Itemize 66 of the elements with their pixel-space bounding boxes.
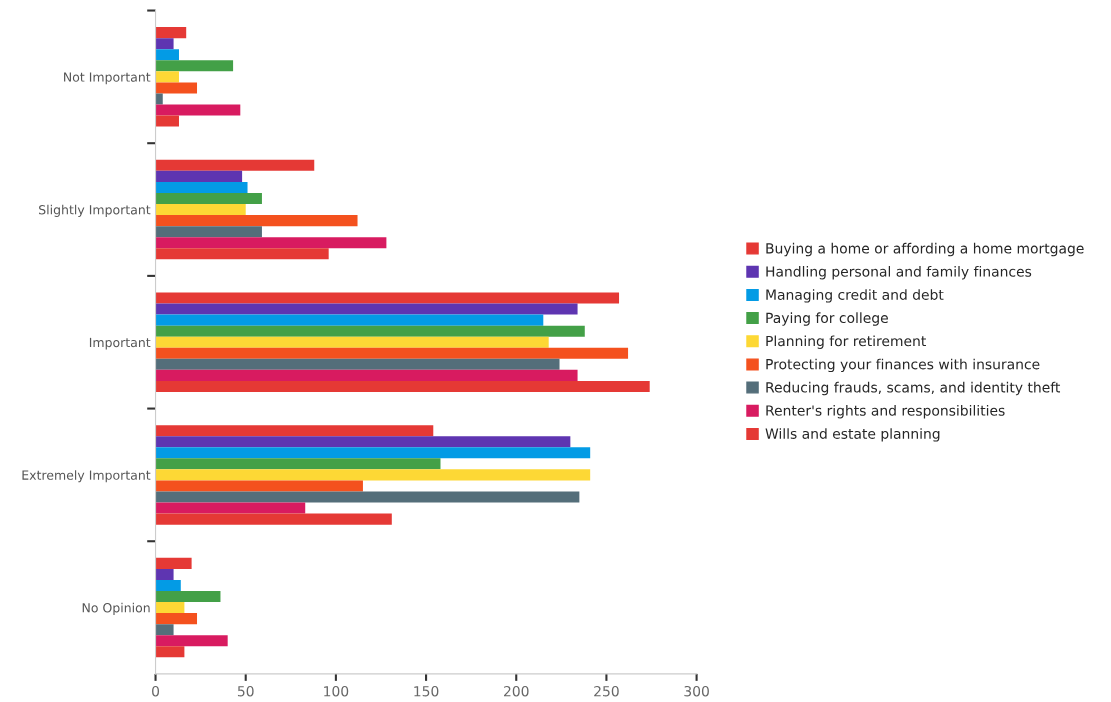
legend-label: Handling personal and family finances bbox=[766, 266, 1032, 280]
bar bbox=[155, 336, 549, 348]
bar bbox=[155, 491, 580, 503]
bar bbox=[155, 458, 441, 470]
bar bbox=[155, 635, 228, 647]
bar bbox=[155, 192, 262, 205]
y-tick-label: Extremely Important bbox=[22, 470, 151, 483]
bar bbox=[155, 646, 185, 658]
legend-label: Protecting your finances with insurance bbox=[766, 358, 1040, 373]
bar bbox=[155, 204, 246, 216]
bar bbox=[155, 502, 306, 514]
bar bbox=[155, 469, 591, 481]
bar bbox=[155, 358, 560, 370]
legend-label: Managing credit and debt bbox=[766, 289, 944, 303]
legend-label: Planning for retirement bbox=[766, 335, 926, 349]
bar bbox=[155, 27, 187, 39]
bar bbox=[155, 624, 174, 636]
bar bbox=[155, 237, 387, 249]
legend-label: Paying for college bbox=[766, 312, 888, 326]
x-tick-label: 50 bbox=[237, 685, 254, 697]
y-tick-label: Slightly Important bbox=[39, 204, 151, 217]
bar bbox=[155, 325, 585, 337]
x-tick-label: 300 bbox=[684, 685, 709, 697]
bar bbox=[155, 104, 241, 116]
bar bbox=[155, 347, 629, 359]
legend-label: Buying a home or affording a home mortgage bbox=[766, 242, 1084, 257]
bar bbox=[155, 248, 329, 260]
bar bbox=[155, 480, 363, 492]
x-tick-label: 150 bbox=[414, 685, 439, 697]
bar bbox=[155, 115, 179, 127]
x-tick-label: 100 bbox=[324, 685, 349, 697]
bar bbox=[155, 314, 544, 326]
x-tick-label: 200 bbox=[504, 685, 529, 697]
legend-label: Reducing frauds, scams, and identity theft bbox=[766, 381, 1061, 396]
y-tick-label: No Opinion bbox=[82, 602, 150, 615]
x-tick-label: 250 bbox=[594, 685, 619, 697]
legend-label: Renter's rights and responsibilities bbox=[766, 405, 1005, 419]
bar bbox=[155, 602, 185, 614]
bar bbox=[155, 557, 192, 569]
bar bbox=[155, 579, 181, 591]
bar bbox=[155, 226, 262, 238]
bar bbox=[155, 170, 243, 182]
bar bbox=[155, 181, 248, 193]
bar bbox=[155, 369, 578, 381]
bar bbox=[155, 513, 392, 525]
bar bbox=[155, 93, 163, 105]
bar bbox=[155, 436, 571, 448]
bar bbox=[155, 159, 315, 171]
bar bbox=[155, 568, 174, 580]
bar bbox=[155, 591, 221, 603]
bar bbox=[155, 380, 650, 392]
bar bbox=[155, 292, 620, 304]
bar bbox=[155, 613, 198, 625]
bar bbox=[155, 71, 179, 83]
bar bbox=[155, 425, 434, 437]
bar bbox=[155, 49, 179, 61]
bar bbox=[155, 38, 174, 50]
x-tick-label: 0 bbox=[152, 685, 160, 697]
y-tick-label: Important bbox=[89, 337, 151, 350]
bar bbox=[155, 60, 234, 72]
bar bbox=[155, 82, 198, 94]
bar bbox=[155, 303, 578, 315]
legend-label: Wills and estate planning bbox=[765, 428, 940, 442]
y-tick-label: Not Important bbox=[64, 72, 151, 85]
bar bbox=[155, 215, 358, 227]
bar bbox=[155, 447, 591, 459]
